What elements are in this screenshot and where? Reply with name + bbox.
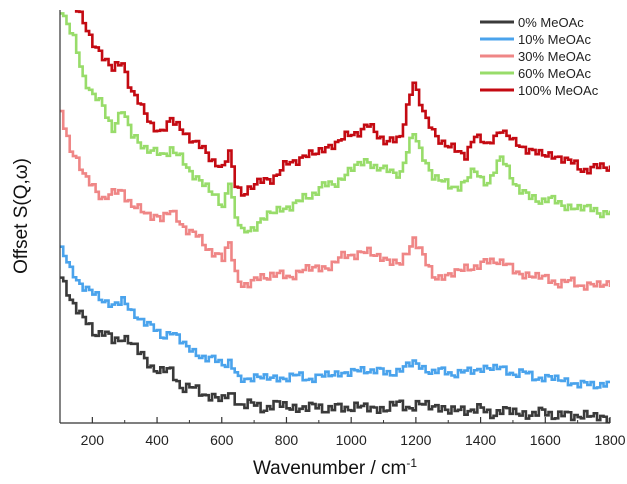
y-axis-title: Offset S(Q,ω) [11,158,32,274]
x-tick-label: 800 [275,432,299,448]
series-layer [60,10,610,423]
x-tick-label: 1600 [530,432,561,448]
x-tick-label: 1400 [465,432,496,448]
x-axis-title-superscript: -1 [406,456,417,470]
x-tick-label: 600 [210,432,234,448]
x-tick-label: 1200 [400,432,431,448]
x-axis-title: Wavenumber / cm-1 [253,456,417,479]
legend: 0% MeOAc 10% MeOAc 30% MeOAc 60% MeOAc 100% … [480,15,599,98]
series-line-4 [74,10,610,197]
series-line-2 [60,109,610,291]
legend-label-0: 0% MeOAc [518,15,584,30]
series-line-1 [60,245,610,390]
series-line-0 [60,276,610,423]
legend-label-4: 100% MeOAc [518,83,599,98]
legend-label-1: 10% MeOAc [518,32,591,47]
axes-layer: 200 400 600 800 1000 1200 1400 1600 1800 [59,10,626,448]
legend-label-2: 30% MeOAc [518,49,591,64]
legend-label-3: 60% MeOAc [518,66,591,81]
series-line-3 [60,12,610,234]
x-tick-label: 1000 [336,432,367,448]
x-tick-label: 200 [81,432,105,448]
x-tick-label: 1800 [594,432,625,448]
x-tick-label: 400 [145,432,169,448]
